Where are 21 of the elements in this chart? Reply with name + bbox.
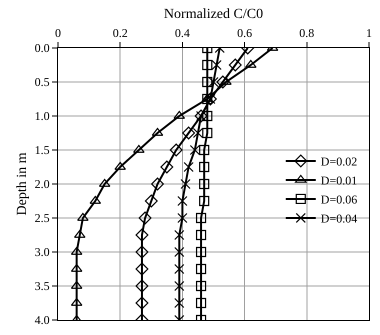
y-tick-label: 1.5 — [34, 143, 50, 158]
y-tick-label: 0.0 — [34, 41, 50, 56]
y-tick-label: 4.0 — [34, 313, 50, 328]
y-tick-label: 2.5 — [34, 211, 50, 226]
y-tick-label: 2.0 — [34, 177, 50, 192]
x-tick-label: 1 — [366, 26, 372, 40]
x-axis-title: Normalized C/C0 — [164, 6, 264, 22]
y-tick-label: 1.0 — [34, 109, 50, 124]
legend-label: D=0.04 — [320, 212, 358, 226]
y-tick-label: 0.5 — [34, 75, 50, 90]
y-axis-title: Depth in m — [15, 152, 30, 216]
x-tick-label: 0.4 — [174, 26, 190, 40]
legend-label: D=0.06 — [320, 192, 358, 207]
x-tick-label: 0.2 — [112, 26, 128, 40]
x-tick-label: 0.8 — [299, 26, 314, 40]
y-tick-label: 3.5 — [34, 279, 50, 294]
legend-label: D=0.01 — [320, 174, 358, 188]
x-tick-label: 0.6 — [237, 26, 252, 40]
y-tick-label: 3.0 — [34, 245, 50, 260]
x-tick-label: 0 — [55, 26, 61, 40]
legend-label: D=0.02 — [320, 154, 358, 169]
